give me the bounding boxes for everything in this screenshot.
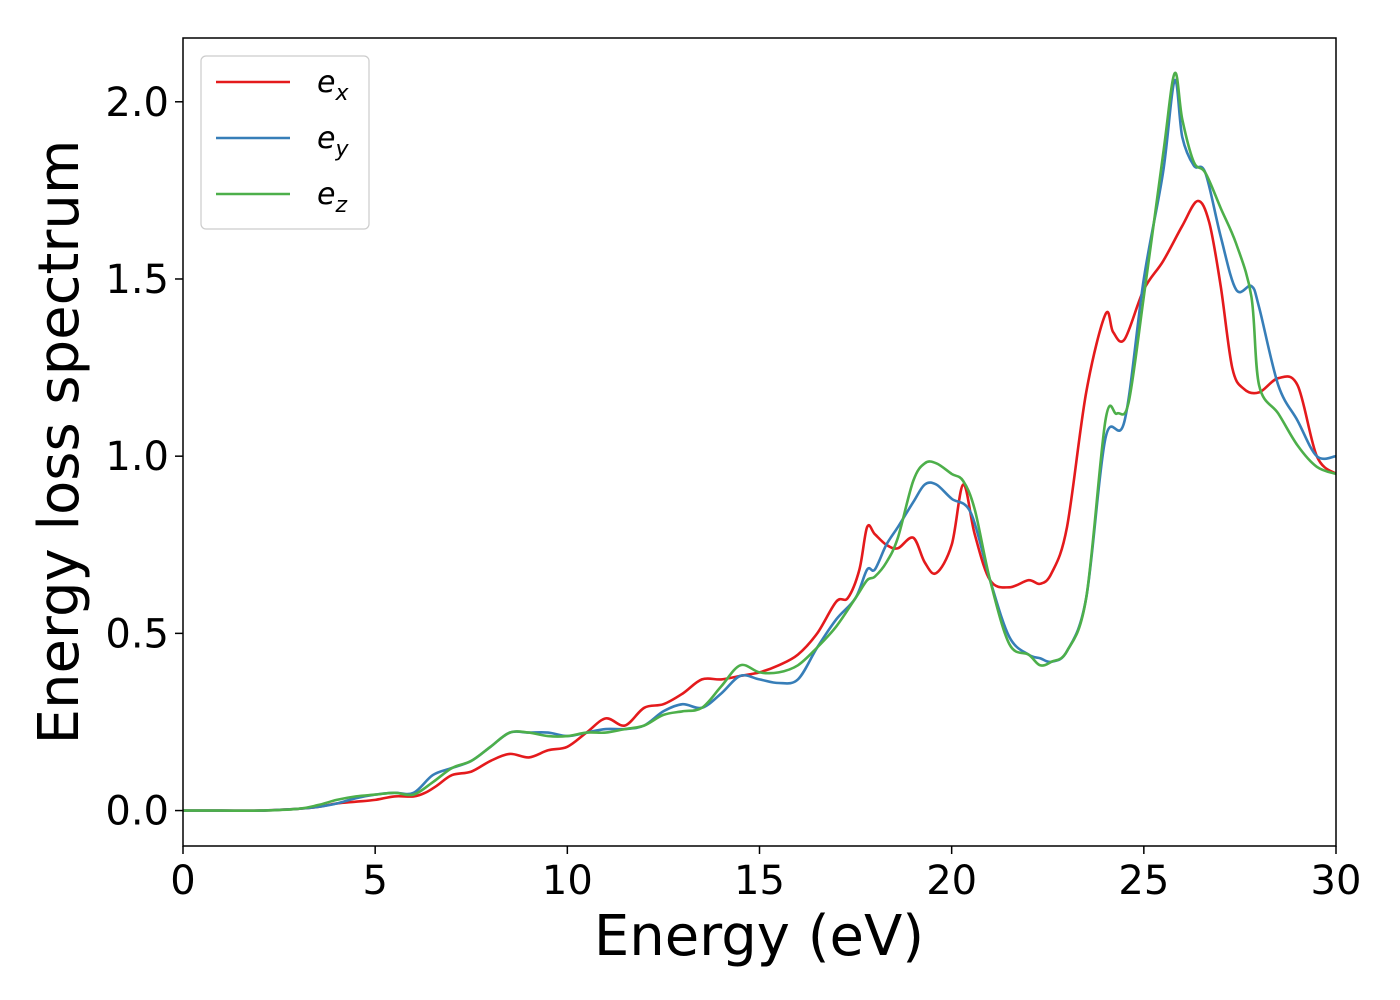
y-tick-label: 2.0: [105, 80, 169, 126]
series-line-e_x: [183, 199, 1336, 813]
x-tick-label: 20: [926, 858, 977, 904]
legend-label-sub: z: [334, 193, 347, 218]
x-tick-label: 25: [1118, 858, 1169, 904]
legend-label-main: e: [317, 65, 335, 100]
x-tick-label: 5: [362, 858, 387, 904]
x-axis: 0 5 10 15 20 25 30: [170, 846, 1361, 904]
legend-label-e_z: ez: [317, 177, 347, 218]
y-tick-label: 0.0: [105, 789, 169, 835]
legend-label-main: e: [317, 121, 335, 156]
y-tick-label: 0.5: [105, 611, 169, 657]
legend-box: [200, 55, 370, 230]
x-tick-label: 0: [170, 858, 195, 904]
x-tick-label: 10: [542, 858, 593, 904]
legend-label-sub: x: [334, 81, 349, 106]
x-axis-label: Energy (eV): [594, 904, 924, 969]
legend-label-main: e: [317, 177, 335, 212]
x-tick-label: 30: [1311, 858, 1362, 904]
y-axis: 0.0 0.5 1.0 1.5 2.0: [105, 80, 183, 835]
legend-label-sub: y: [334, 137, 349, 162]
x-tick-label: 15: [734, 858, 785, 904]
y-tick-label: 1.5: [105, 257, 169, 303]
y-tick-label: 1.0: [105, 434, 169, 480]
plot-area: [183, 71, 1336, 813]
series-line-e_z: [183, 71, 1336, 813]
y-axis-label: Energy loss spectrum: [27, 140, 92, 745]
legend-label-e_x: ex: [317, 65, 349, 106]
legend-label-e_y: ey: [317, 121, 349, 162]
